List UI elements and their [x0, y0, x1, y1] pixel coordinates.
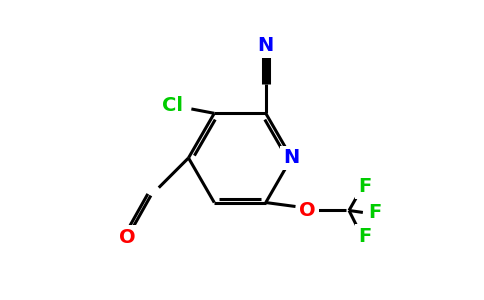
- Text: F: F: [358, 177, 372, 196]
- Text: F: F: [358, 227, 372, 246]
- Text: O: O: [299, 201, 316, 220]
- Text: O: O: [119, 228, 136, 247]
- Text: F: F: [368, 203, 381, 222]
- Text: Cl: Cl: [162, 96, 183, 115]
- Text: N: N: [284, 148, 300, 167]
- Text: N: N: [257, 36, 274, 56]
